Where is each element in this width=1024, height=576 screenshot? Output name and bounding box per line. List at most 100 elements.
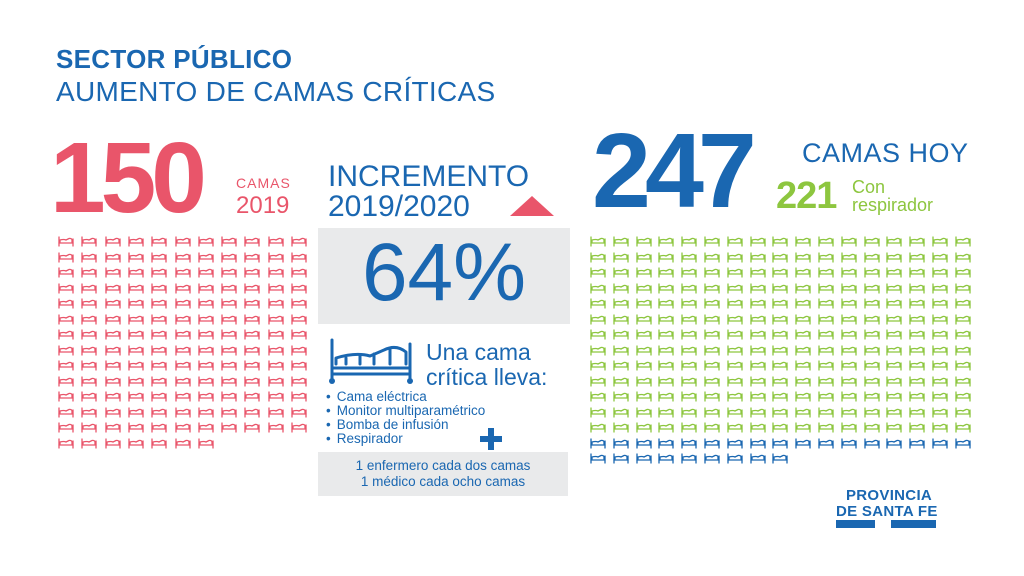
bed-pictogram xyxy=(151,374,167,392)
bed-pictogram xyxy=(795,358,811,376)
bed-pictogram xyxy=(58,358,74,376)
bed-pictogram xyxy=(658,250,675,268)
bed-pictogram xyxy=(58,374,74,392)
bed-pictogram xyxy=(613,234,629,252)
bed-pictogram xyxy=(795,312,811,330)
bed-pictogram xyxy=(128,420,144,438)
bed-pictogram xyxy=(863,405,880,423)
bed-pictogram xyxy=(841,234,857,252)
bed-pictogram xyxy=(932,436,948,454)
bed-pictogram xyxy=(658,265,675,283)
bed-pictogram xyxy=(128,327,144,345)
bed-pictogram xyxy=(932,281,948,299)
bed-pictogram xyxy=(886,296,903,314)
bed-pictogram xyxy=(151,327,167,345)
bed-pictogram xyxy=(955,358,971,376)
bed-pictogram xyxy=(841,405,857,423)
bed-pictogram xyxy=(198,281,214,299)
bed-pictogram xyxy=(841,358,857,376)
bed-pictogram xyxy=(104,327,121,345)
bed-pictogram xyxy=(932,374,948,392)
logo-line2: DE SANTA FE xyxy=(836,503,938,520)
bed-pictogram xyxy=(681,358,697,376)
bed-pictogram xyxy=(58,420,74,438)
bed-pictogram xyxy=(613,327,629,345)
bed-pictogram xyxy=(704,374,720,392)
bed-pictogram xyxy=(58,389,74,407)
bed-pictogram xyxy=(635,420,652,438)
bed-pictogram xyxy=(590,358,606,376)
bed-pictogram xyxy=(955,374,971,392)
bed-pictogram xyxy=(772,436,789,454)
bed-pictogram xyxy=(81,358,97,376)
bed-pictogram xyxy=(886,374,903,392)
bed-pictogram xyxy=(198,420,214,438)
bed-pictogram xyxy=(727,281,743,299)
bed-pictogram xyxy=(221,281,237,299)
bed-pictogram xyxy=(909,250,925,268)
bed-pictogram xyxy=(268,234,284,252)
bed-pictogram xyxy=(174,374,191,392)
bed-pictogram xyxy=(704,343,720,361)
bed-pictogram xyxy=(81,312,97,330)
bed-pictogram xyxy=(635,265,652,283)
bed-pictogram xyxy=(863,250,880,268)
bed-pictogram xyxy=(291,389,307,407)
bed-pictogram xyxy=(58,436,74,454)
bed-pictogram xyxy=(727,405,743,423)
bed-pictogram xyxy=(886,436,903,454)
bed-pictogram xyxy=(268,281,284,299)
bed-pictogram xyxy=(818,436,834,454)
bed-pictogram xyxy=(886,234,903,252)
bed-pictogram xyxy=(863,358,880,376)
bed-pictogram xyxy=(886,420,903,438)
bed-pictogram xyxy=(198,250,214,268)
bed-pictogram xyxy=(174,265,191,283)
bed-pictogram xyxy=(198,374,214,392)
bed-pictogram xyxy=(151,234,167,252)
bed-pictogram xyxy=(151,389,167,407)
bed-pictogram xyxy=(613,420,629,438)
percentage-panel xyxy=(318,228,570,324)
bed-pictogram xyxy=(635,451,652,469)
bed-pictogram xyxy=(81,389,97,407)
equipment-list: Cama eléctrica Monitor multiparamétrico … xyxy=(326,390,486,446)
bed-pictogram xyxy=(590,420,606,438)
bed-pictogram xyxy=(104,389,121,407)
bed-pictogram xyxy=(749,451,766,469)
bed-pictogram xyxy=(749,420,766,438)
bed-pictogram xyxy=(590,312,606,330)
bed-pictogram xyxy=(909,296,925,314)
bed-pictogram xyxy=(886,265,903,283)
bed-pictogram xyxy=(841,343,857,361)
bed-pictogram xyxy=(635,436,652,454)
bed-pictogram xyxy=(841,281,857,299)
bed-pictogram xyxy=(291,327,307,345)
bed-pictogram xyxy=(590,265,606,283)
bed-pictogram xyxy=(772,250,789,268)
bed-pictogram xyxy=(244,234,261,252)
bed-pictogram xyxy=(128,358,144,376)
bed-pictogram xyxy=(818,312,834,330)
bed-pictogram xyxy=(104,250,121,268)
bed-pictogram xyxy=(749,327,766,345)
bed-pictogram xyxy=(151,405,167,423)
bed-pictogram xyxy=(291,250,307,268)
bed-pictogram xyxy=(932,358,948,376)
bed-pictogram xyxy=(841,389,857,407)
bed-pictogram xyxy=(772,234,789,252)
bed-pictogram xyxy=(244,250,261,268)
plus-icon xyxy=(480,428,502,450)
title-sector-publico: SECTOR PÚBLICO xyxy=(56,44,293,74)
bed-pictogram xyxy=(244,389,261,407)
bed-pictogram xyxy=(104,420,121,438)
bed-pictogram xyxy=(244,420,261,438)
bed-pictogram xyxy=(681,327,697,345)
bed-pictogram xyxy=(909,389,925,407)
bed-pictogram xyxy=(590,234,606,252)
bed-pictogram xyxy=(613,265,629,283)
bed-pictogram xyxy=(749,358,766,376)
bed-pictogram xyxy=(198,389,214,407)
bed-pictogram xyxy=(909,281,925,299)
bed-caption-line1: Una cama xyxy=(426,339,531,365)
